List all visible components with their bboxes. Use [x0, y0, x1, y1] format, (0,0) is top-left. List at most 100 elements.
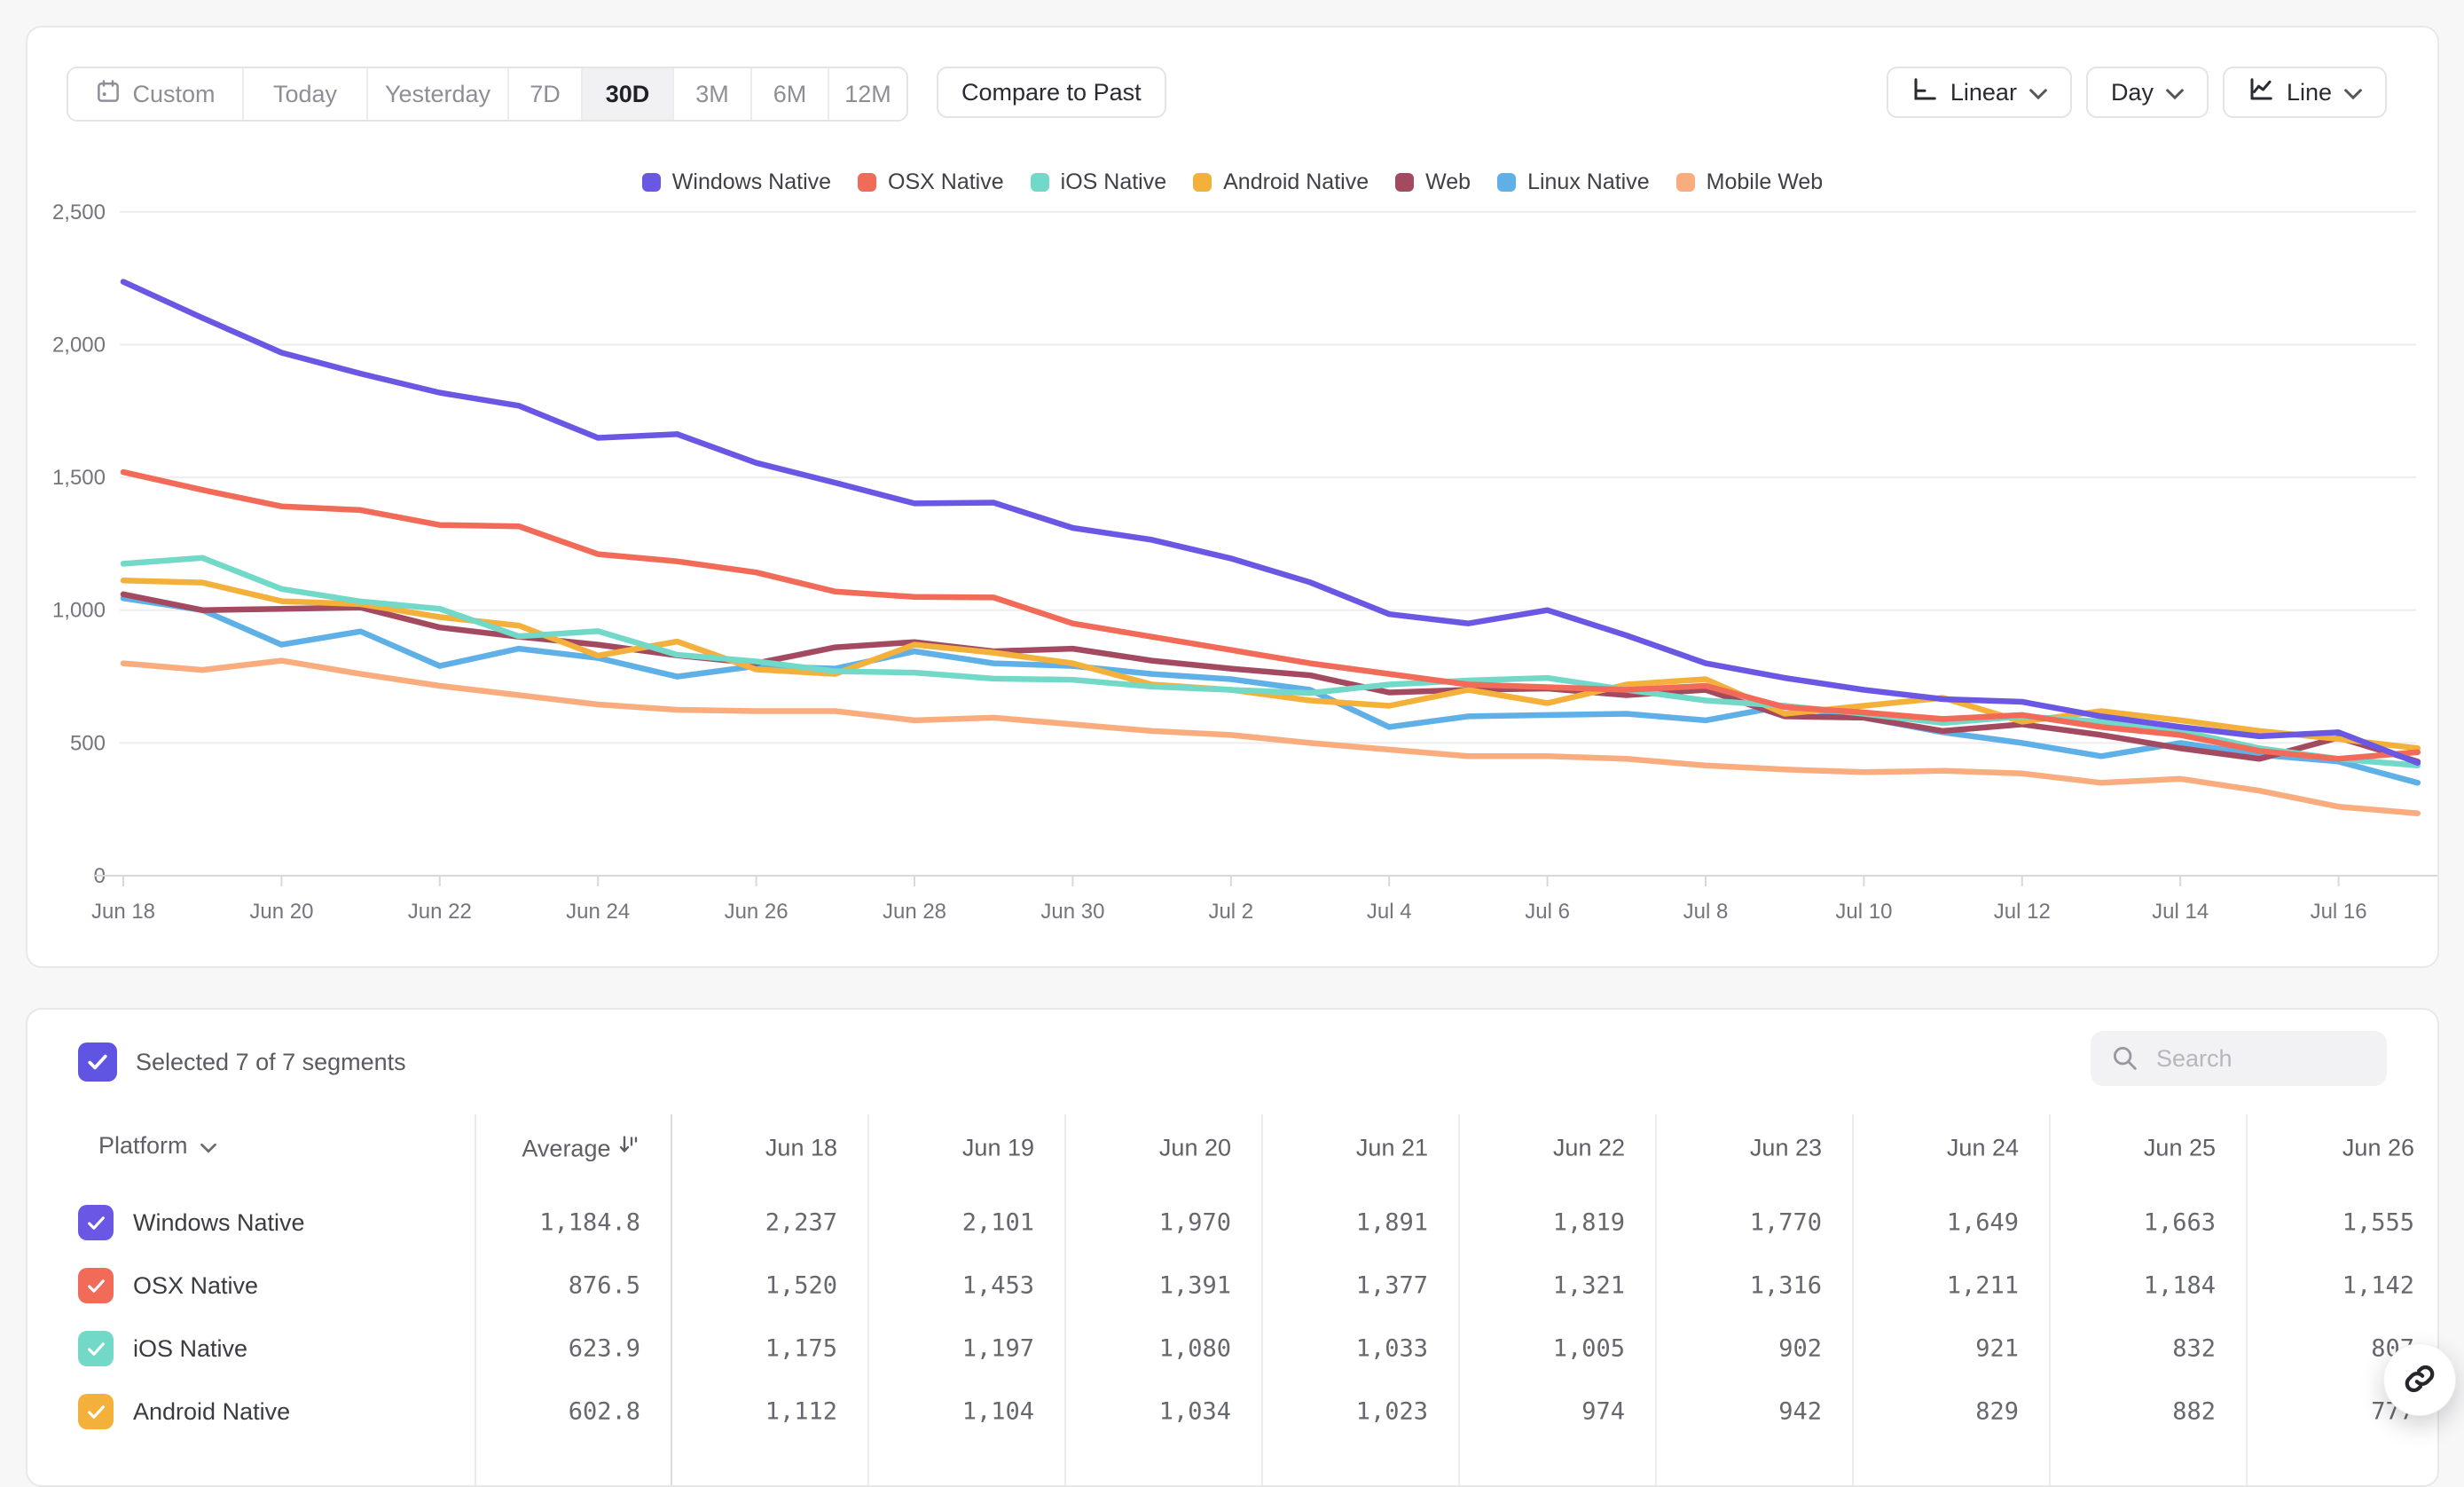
legend-label: OSX Native	[888, 169, 1004, 194]
value-cell: 1,663	[2143, 1208, 2216, 1237]
value-cell: 1,112	[765, 1397, 837, 1426]
date-column-header[interactable]: Jun 23	[1749, 1134, 1822, 1161]
value-cell: 1,104	[961, 1397, 1034, 1426]
value-cell: 902	[1778, 1334, 1822, 1363]
date-column-header[interactable]: Jun 22	[1552, 1134, 1625, 1161]
value-cell: 1,033	[1355, 1334, 1428, 1363]
series-line-mobile-web[interactable]	[120, 657, 2421, 816]
y-axis-tick-label: 1,000	[52, 599, 106, 623]
calendar-icon	[95, 78, 122, 111]
range-button-12m[interactable]: 12M	[829, 68, 906, 120]
segments-summary-row: Selected 7 of 7 segments	[78, 1042, 406, 1082]
value-cell: 1,316	[1749, 1271, 1822, 1300]
interval-dropdown[interactable]: Day	[2085, 67, 2209, 118]
column-divider	[475, 1114, 476, 1485]
range-button-3m[interactable]: 3M	[674, 68, 752, 120]
legend-swatch	[1030, 173, 1049, 192]
date-column-header[interactable]: Jun 26	[2342, 1134, 2414, 1161]
row-checkbox[interactable]	[78, 1394, 114, 1429]
series-line-linux-native[interactable]	[120, 595, 2421, 786]
date-column-header[interactable]: Jun 25	[2143, 1134, 2216, 1161]
value-cell: 921	[1975, 1334, 2019, 1363]
series-line-windows-native[interactable]	[120, 279, 2421, 767]
chevron-down-icon	[2029, 79, 2047, 106]
value-cell: 829	[1975, 1397, 2019, 1426]
range-button-7d[interactable]: 7D	[509, 68, 583, 120]
value-cell: 942	[1778, 1397, 1822, 1426]
column-divider	[1064, 1114, 1066, 1485]
platform-column-header[interactable]: Platform	[98, 1132, 216, 1160]
platform-name: Android Native	[133, 1397, 291, 1425]
linear-axis-icon	[1911, 76, 1938, 109]
range-button-label: 30D	[605, 80, 650, 107]
share-link-button[interactable]	[2383, 1343, 2456, 1416]
row-checkbox[interactable]	[78, 1268, 114, 1303]
y-axis-tick-label: 2,000	[52, 334, 106, 358]
value-cell: 832	[2172, 1334, 2216, 1363]
range-button-label: 6M	[773, 80, 807, 107]
series-line-osx-native[interactable]	[120, 468, 2421, 762]
line-chart-icon	[2248, 76, 2274, 109]
scale-dropdown-label: Linear	[1950, 78, 2017, 106]
date-column-header[interactable]: Jun 20	[1158, 1134, 1231, 1161]
interval-dropdown-label: Day	[2110, 78, 2154, 106]
date-column-header[interactable]: Jun 21	[1355, 1134, 1428, 1161]
range-button-6m[interactable]: 6M	[752, 68, 829, 120]
range-button-label: Yesterday	[384, 80, 491, 107]
scale-dropdown[interactable]: Linear	[1886, 67, 2072, 118]
column-divider	[1852, 1114, 1854, 1485]
chart-options: Linear Day Line	[1886, 67, 2387, 118]
row-checkbox[interactable]	[78, 1205, 114, 1240]
row-checkbox[interactable]	[78, 1331, 114, 1366]
value-cell: 1,819	[1552, 1208, 1625, 1237]
value-cell: 1,520	[765, 1271, 837, 1300]
legend-item-linux-native[interactable]: Linux Native	[1497, 169, 1650, 195]
x-axis-tick-label: Jul 4	[1367, 900, 1412, 924]
range-button-label: Custom	[132, 80, 216, 107]
search-input[interactable]	[2154, 1043, 2353, 1074]
legend-swatch	[858, 173, 877, 192]
average-column-header[interactable]: Average	[410, 1134, 640, 1163]
value-cell: 1,211	[1946, 1271, 2019, 1300]
chart-toolbar: Custom Today Yesterday 7D 30D 3M 6M 12M Compare…	[27, 28, 2437, 161]
compare-to-past-button[interactable]: Compare to Past	[937, 67, 1166, 118]
series-line-web[interactable]	[120, 591, 2421, 765]
range-button-30d[interactable]: 30D	[583, 68, 674, 120]
legend-item-mobile-web[interactable]: Mobile Web	[1675, 169, 1823, 195]
select-all-checkbox[interactable]	[78, 1042, 117, 1082]
legend-label: Linux Native	[1527, 169, 1650, 194]
x-axis-tick-label: Jul 8	[1683, 900, 1729, 924]
legend-swatch	[641, 173, 661, 192]
segment-search	[2091, 1031, 2387, 1086]
x-axis-tick-label: Jun 18	[91, 900, 155, 924]
column-divider	[2049, 1114, 2051, 1485]
value-cell: 1,970	[1158, 1208, 1231, 1237]
segments-summary-label: Selected 7 of 7 segments	[136, 1048, 406, 1075]
value-cell: 2,101	[961, 1208, 1034, 1237]
legend-item-web[interactable]: Web	[1395, 169, 1471, 195]
y-axis-tick-label: 500	[70, 731, 106, 755]
legend-item-android-native[interactable]: Android Native	[1193, 169, 1369, 195]
range-button-today[interactable]: Today	[244, 68, 368, 120]
column-divider	[671, 1114, 672, 1485]
date-column-header[interactable]: Jun 24	[1946, 1134, 2019, 1161]
legend-item-windows-native[interactable]: Windows Native	[641, 169, 832, 195]
chart-type-dropdown[interactable]: Line	[2222, 67, 2387, 118]
range-button-yesterday[interactable]: Yesterday	[368, 68, 509, 120]
value-cell: 1,377	[1355, 1271, 1428, 1300]
average-header-label: Average	[522, 1135, 611, 1162]
average-cell: 602.8	[568, 1397, 640, 1426]
legend-item-ios-native[interactable]: iOS Native	[1030, 169, 1166, 195]
legend-label: Windows Native	[671, 169, 832, 194]
link-icon	[2401, 1360, 2438, 1400]
chart-legend: Windows Native OSX Native iOS Native Androi…	[27, 169, 2437, 195]
date-column-header[interactable]: Jun 18	[765, 1134, 837, 1161]
legend-swatch	[1193, 173, 1212, 192]
range-button-custom[interactable]: Custom	[68, 68, 244, 120]
x-axis-tick-label: Jul 14	[2152, 900, 2209, 924]
legend-item-osx-native[interactable]: OSX Native	[858, 169, 1004, 195]
x-axis-tick-label: Jun 26	[725, 900, 789, 924]
platform-name: Windows Native	[133, 1208, 305, 1236]
date-column-header[interactable]: Jun 19	[961, 1134, 1034, 1161]
legend-swatch	[1395, 173, 1415, 192]
